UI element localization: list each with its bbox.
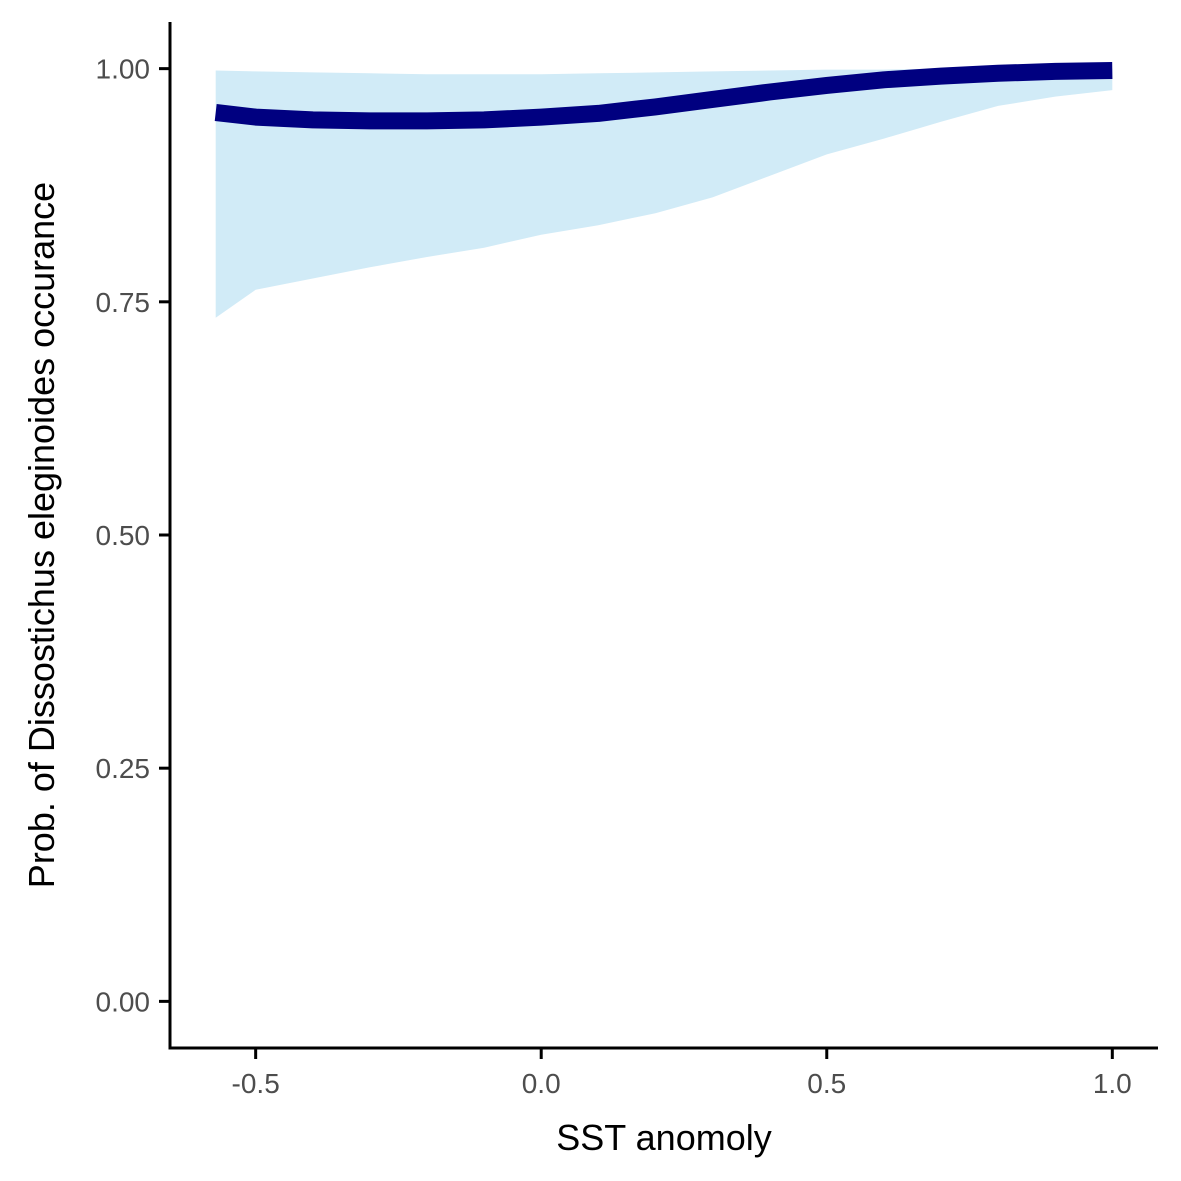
y-tick-label: 0.25 — [96, 753, 151, 784]
confidence-band — [215, 68, 1113, 318]
confidence-band-layer — [215, 68, 1113, 318]
x-axis-title: SST anomoly — [556, 1117, 771, 1158]
fitted-line — [214, 62, 1113, 130]
x-tick-label: -0.5 — [232, 1068, 280, 1099]
y-axis-title: Prob. of Dissostichus eleginoides occura… — [21, 182, 62, 888]
x-tick-label: 0.5 — [807, 1068, 846, 1099]
y-tick-label: 0.00 — [96, 986, 151, 1017]
y-tick-label: 0.50 — [96, 520, 151, 551]
y-tick-label: 0.75 — [96, 287, 151, 318]
ticks-layer: -0.5 0.0 0.5 1.0 0.00 0.25 0.50 0.75 1.00 — [96, 54, 1132, 1099]
x-tick-label: 1.0 — [1093, 1068, 1132, 1099]
fitted-line-layer — [214, 62, 1113, 130]
y-tick-label: 1.00 — [96, 54, 151, 85]
x-tick-label: 0.0 — [522, 1068, 561, 1099]
